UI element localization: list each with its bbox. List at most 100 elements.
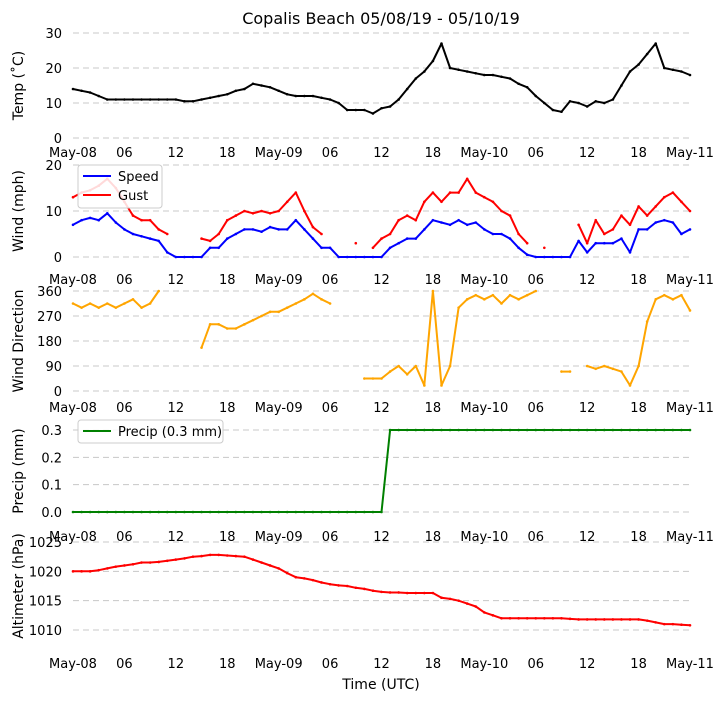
x-tick-label: 18 xyxy=(425,401,442,416)
x-tick-label: 12 xyxy=(168,530,185,545)
x-tick-label: 06 xyxy=(322,273,339,288)
x-tick-label: May-09 xyxy=(255,401,303,416)
series-temp xyxy=(71,42,692,115)
data-point xyxy=(354,241,358,245)
x-tick-label: 06 xyxy=(527,273,544,288)
series-line xyxy=(201,191,323,242)
y-axis-label: Temp (˚C) xyxy=(10,51,27,121)
x-tick-label: 18 xyxy=(425,273,442,288)
y-axis-label: Precip (mm) xyxy=(11,428,27,513)
x-tick-label: 12 xyxy=(579,273,596,288)
y-tick-label: 20 xyxy=(45,159,62,174)
x-tick-label: 06 xyxy=(527,530,544,545)
x-tick-label: 06 xyxy=(322,146,339,161)
x-tick-label: 18 xyxy=(630,146,647,161)
series-line xyxy=(73,429,690,513)
y-tick-label: 1025 xyxy=(29,536,62,551)
y-axis-label: Wind (mph) xyxy=(11,170,27,252)
x-tick-label: May-09 xyxy=(255,530,303,545)
series-line xyxy=(364,290,537,387)
x-tick-label: 06 xyxy=(116,401,133,416)
x-tick-label: 12 xyxy=(373,146,390,161)
y-tick-label: 0.0 xyxy=(41,506,62,521)
x-tick-label: 12 xyxy=(168,657,185,672)
panel-1: 0 10 20 May-08 06 12 18 May-09 06 12 18 May-10 06 12 1… xyxy=(11,159,714,288)
legend: Precip (0.3 mm) xyxy=(77,419,224,444)
x-tick-label: 12 xyxy=(373,273,390,288)
x-tick-label: 06 xyxy=(116,657,133,672)
y-tick-label: 1020 xyxy=(29,565,62,580)
x-tick-label: 18 xyxy=(425,146,442,161)
y-tick-label: 0 xyxy=(54,385,62,400)
y-tick-label: 0.2 xyxy=(41,451,62,466)
series-altimeter xyxy=(71,553,692,627)
x-tick-label: May-09 xyxy=(255,146,303,161)
x-tick-label: May-08 xyxy=(49,530,97,545)
series-speed xyxy=(71,212,692,259)
x-tick-label: 12 xyxy=(373,401,390,416)
x-tick-label: May-10 xyxy=(460,657,508,672)
x-tick-label: 06 xyxy=(322,657,339,672)
x-tick-label: May-09 xyxy=(255,657,303,672)
x-tick-label: 18 xyxy=(425,530,442,545)
x-tick-label: 18 xyxy=(219,146,236,161)
series-line xyxy=(72,290,160,309)
x-tick-label: May-10 xyxy=(460,530,508,545)
x-tick-label: May-08 xyxy=(49,401,97,416)
legend: Speed Gust xyxy=(77,164,163,209)
x-tick-label: May-11 xyxy=(666,401,714,416)
y-tick-label: 360 xyxy=(37,285,62,300)
panel-0: 0 10 20 30 May-08 06 12 18 May-09 06 12 18 May-10 06 1… xyxy=(10,27,714,161)
x-tick-label: 12 xyxy=(579,401,596,416)
panel-3: 0.0 0.1 0.2 0.3 May-08 06 12 18 May-09 06 12 18 May-… xyxy=(11,419,714,545)
x-tick-label: May-08 xyxy=(49,273,97,288)
x-tick-label: 18 xyxy=(219,657,236,672)
x-tick-label: 06 xyxy=(322,401,339,416)
x-tick-label: 12 xyxy=(373,657,390,672)
x-tick-label: 12 xyxy=(579,146,596,161)
x-tick-label: May-08 xyxy=(49,146,97,161)
y-tick-label: 0 xyxy=(54,132,62,147)
x-tick-label: 18 xyxy=(219,530,236,545)
x-tick-label: 06 xyxy=(116,530,133,545)
x-tick-label: 18 xyxy=(219,401,236,416)
y-tick-label: 90 xyxy=(45,360,62,375)
y-tick-label: 30 xyxy=(45,27,62,42)
y-tick-label: 1010 xyxy=(29,624,62,639)
x-tick-label: 18 xyxy=(630,401,647,416)
series-line xyxy=(372,177,528,249)
x-tick-label: May-11 xyxy=(666,146,714,161)
y-tick-label: 20 xyxy=(45,62,62,77)
x-axis-label: Time (UTC) xyxy=(341,677,419,693)
series-line xyxy=(72,42,691,115)
y-axis-label: Altimeter (hPa) xyxy=(11,533,27,639)
x-tick-label: 12 xyxy=(373,530,390,545)
x-tick-label: 18 xyxy=(630,530,647,545)
x-tick-label: 12 xyxy=(168,273,185,288)
x-tick-label: May-11 xyxy=(666,657,714,672)
x-tick-label: 06 xyxy=(116,273,133,288)
x-tick-label: 12 xyxy=(579,657,596,672)
y-tick-label: 0.1 xyxy=(41,479,62,494)
x-tick-label: May-10 xyxy=(460,273,508,288)
legend-box xyxy=(77,419,224,444)
x-tick-label: 18 xyxy=(630,657,647,672)
y-tick-label: 10 xyxy=(45,97,62,112)
y-axis-label: Wind Direction xyxy=(11,290,27,393)
data-point xyxy=(543,246,546,250)
x-tick-label: 12 xyxy=(168,146,185,161)
y-tick-label: 0.3 xyxy=(41,424,62,439)
series-precip-0-3-mm- xyxy=(71,428,692,514)
x-tick-label: 06 xyxy=(527,146,544,161)
legend-label: Speed xyxy=(118,170,159,185)
series-gust xyxy=(71,177,692,250)
y-tick-label: 180 xyxy=(37,335,62,350)
x-tick-label: May-10 xyxy=(460,146,508,161)
legend-label: Precip (0.3 mm) xyxy=(118,425,222,440)
x-tick-label: May-11 xyxy=(666,530,714,545)
series-line xyxy=(586,294,691,387)
series-line xyxy=(72,212,691,258)
x-tick-label: 06 xyxy=(322,530,339,545)
